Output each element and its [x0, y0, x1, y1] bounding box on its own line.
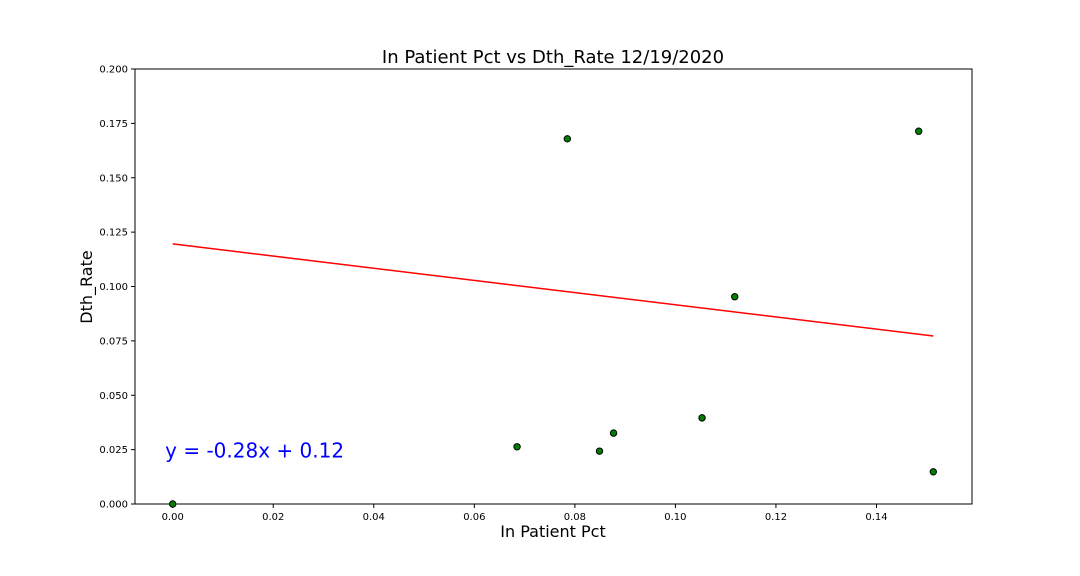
x-tick-label: 0.00 — [162, 512, 184, 523]
x-axis-label: In Patient Pct — [500, 522, 605, 541]
y-tick-label: 0.125 — [99, 228, 128, 239]
y-tick-label: 0.100 — [99, 282, 128, 293]
y-axis: 0.000 0.025 0.050 0.075 0.100 0.125 0.150 0.175… — [99, 65, 135, 511]
y-tick-label: 0.000 — [99, 500, 128, 511]
x-tick-label: 0.14 — [865, 512, 887, 523]
y-tick-label: 0.025 — [99, 445, 128, 456]
data-point — [513, 443, 521, 451]
y-tick-label: 0.050 — [99, 391, 128, 402]
data-point — [595, 447, 604, 455]
y-tick-label: 0.150 — [99, 173, 128, 184]
chart-title: In Patient Pct vs Dth_Rate 12/19/2020 — [382, 47, 724, 68]
data-point — [915, 127, 923, 135]
regression-line — [172, 243, 934, 337]
y-tick-label: 0.200 — [99, 65, 128, 76]
y-axis-label: Dth_Rate — [77, 250, 97, 323]
plot-area: 0.00 0.02 0.04 0.06 0.08 0.10 0.12 0.14 0.0000.… — [99, 65, 973, 523]
x-tick-label: 0.12 — [765, 512, 787, 523]
data-point — [929, 468, 937, 476]
y-tick-label: 0.175 — [99, 119, 128, 130]
data-point — [731, 293, 739, 301]
x-tick-label: 0.06 — [463, 512, 485, 523]
regression-equation: y = -0.28x + 0.12 — [165, 439, 344, 463]
x-tick-label: 0.04 — [363, 512, 385, 523]
data-point — [563, 135, 572, 143]
x-tick-label: 0.08 — [564, 512, 586, 523]
y-tick-label: 0.075 — [99, 336, 128, 347]
data-point — [169, 500, 177, 508]
x-axis: 0.00 0.02 0.04 0.06 0.08 0.10 0.12 0.14 — [162, 504, 888, 523]
regression-line-group — [172, 243, 934, 337]
x-tick-label: 0.02 — [262, 512, 284, 523]
data-point — [609, 429, 618, 437]
data-points — [169, 127, 937, 508]
x-tick-label: 0.10 — [664, 512, 686, 523]
data-point — [698, 414, 706, 422]
